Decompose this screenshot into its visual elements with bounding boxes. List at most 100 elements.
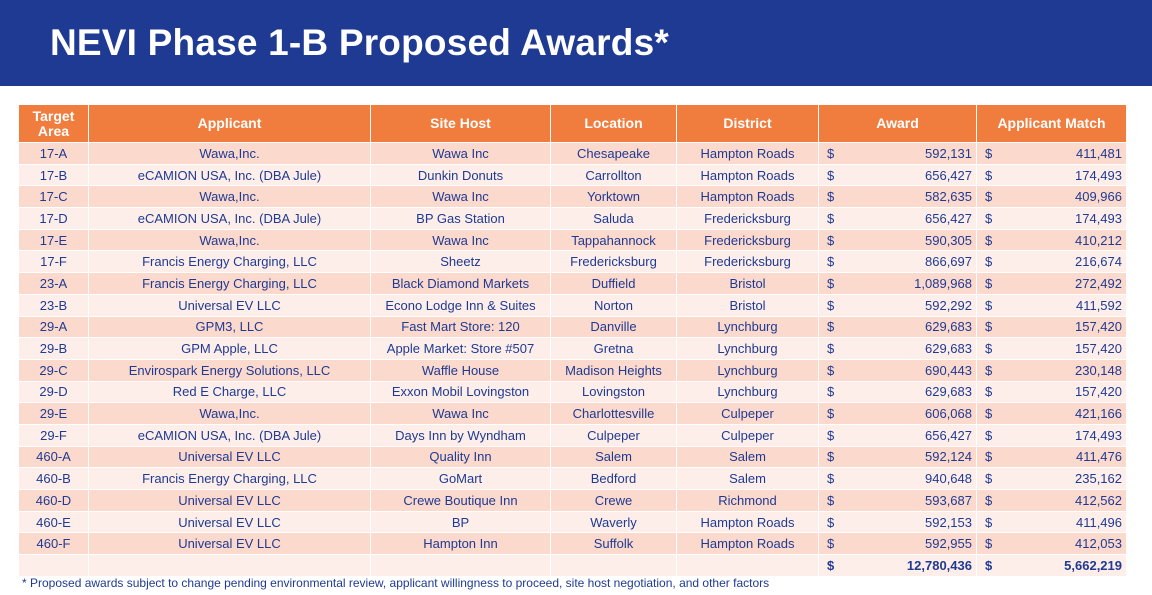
table-row: 460-D Universal EV LLC Crewe Boutique Inn C… [18, 489, 1127, 512]
cell-applicant-match: $174,493 [976, 424, 1127, 447]
amount-value: 409,966 [1075, 189, 1122, 205]
cell-award: $1,089,968 [818, 272, 977, 295]
cell-applicant: Universal EV LLC [88, 489, 371, 512]
cell-target-area: 460-D [18, 489, 89, 512]
cell-applicant-match: $272,492 [976, 272, 1127, 295]
cell-applicant: Francis Energy Charging, LLC [88, 467, 371, 490]
cell-target-area: 29-A [18, 316, 89, 339]
currency-symbol: $ [985, 232, 993, 248]
amount-value: 230,148 [1075, 362, 1122, 378]
cell-applicant: eCAMION USA, Inc. (DBA Jule) [88, 207, 371, 230]
cell-location: Suffolk [550, 532, 677, 556]
empty-cell [88, 554, 371, 577]
cell-district: Salem [676, 467, 819, 490]
cell-district: Lynchburg [676, 381, 819, 404]
cell-target-area: 17-C [18, 185, 89, 209]
table-row: 29-A GPM3, LLC Fast Mart Store: 120 Danvill… [18, 316, 1127, 339]
cell-site-host: BP Gas Station [370, 207, 551, 230]
cell-district: Hampton Roads [676, 164, 819, 187]
cell-district: Bristol [676, 294, 819, 317]
currency-symbol: $ [827, 427, 835, 443]
cell-award: $582,635 [818, 185, 977, 209]
cell-applicant: Wawa,Inc. [88, 142, 371, 165]
total-award: $12,780,436 [818, 554, 977, 577]
cell-award: $656,427 [818, 424, 977, 447]
amount-value: 592,124 [925, 449, 972, 465]
currency-symbol: $ [827, 145, 835, 161]
amount-value: 235,162 [1075, 471, 1122, 487]
awards-table-container: Target Area Applicant Site Host Location… [18, 104, 1127, 577]
cell-site-host: Wawa Inc [370, 402, 551, 425]
table-row: 17-D eCAMION USA, Inc. (DBA Jule) BP Gas S… [18, 207, 1127, 230]
empty-cell [676, 554, 819, 577]
cell-location: Charlottesville [550, 402, 677, 425]
table-row: 23-A Francis Energy Charging, LLC Black Di… [18, 272, 1127, 295]
cell-applicant: eCAMION USA, Inc. (DBA Jule) [88, 424, 371, 447]
cell-site-host: BP [370, 511, 551, 534]
cell-award: $592,131 [818, 142, 977, 165]
cell-target-area: 29-F [18, 424, 89, 447]
currency-symbol: $ [985, 362, 993, 378]
cell-award: $592,153 [818, 511, 977, 534]
empty-cell [18, 554, 89, 577]
amount-value: 940,648 [925, 471, 972, 487]
amount-value: 174,493 [1075, 167, 1122, 183]
cell-target-area: 29-D [18, 381, 89, 404]
cell-district: Salem [676, 446, 819, 469]
cell-site-host: Apple Market: Store #507 [370, 337, 551, 360]
cell-target-area: 460-A [18, 446, 89, 469]
table-row: 17-E Wawa,Inc. Wawa Inc Tappahannock Frederi… [18, 229, 1127, 252]
cell-award: $866,697 [818, 250, 977, 274]
cell-location: Danville [550, 316, 677, 339]
currency-symbol: $ [985, 427, 993, 443]
table-row: 29-F eCAMION USA, Inc. (DBA Jule) Days Inn… [18, 424, 1127, 447]
currency-symbol: $ [985, 210, 993, 226]
amount-value: 593,687 [925, 492, 972, 508]
total-applicant-match: $5,662,219 [976, 554, 1127, 577]
page-title: NEVI Phase 1-B Proposed Awards* [50, 22, 669, 63]
empty-cell [370, 554, 551, 577]
amount-value: 866,697 [925, 254, 972, 270]
cell-site-host: Days Inn by Wyndham [370, 424, 551, 447]
cell-location: Duffield [550, 272, 677, 295]
cell-award: $629,683 [818, 381, 977, 404]
cell-district: Lynchburg [676, 359, 819, 382]
cell-district: Hampton Roads [676, 185, 819, 209]
cell-target-area: 17-F [18, 250, 89, 274]
currency-symbol: $ [827, 232, 835, 248]
currency-symbol: $ [985, 297, 993, 313]
cell-location: Yorktown [550, 185, 677, 209]
cell-award: $606,068 [818, 402, 977, 425]
currency-symbol: $ [985, 275, 993, 291]
currency-symbol: $ [985, 471, 993, 487]
table-row: 29-D Red E Charge, LLC Exxon Mobil Lovings… [18, 381, 1127, 404]
cell-site-host: Dunkin Donuts [370, 164, 551, 187]
amount-value: 656,427 [925, 210, 972, 226]
cell-award: $592,955 [818, 532, 977, 556]
cell-site-host: Crewe Boutique Inn [370, 489, 551, 512]
amount-value: 421,166 [1075, 406, 1122, 422]
amount-value: 411,481 [1075, 145, 1122, 161]
currency-symbol: $ [985, 167, 993, 183]
amount-value: 582,635 [925, 189, 972, 205]
amount-value: 411,476 [1075, 449, 1122, 465]
amount-value: 629,683 [925, 384, 972, 400]
amount-value: 592,292 [925, 297, 972, 313]
amount-value: 272,492 [1075, 275, 1122, 291]
cell-location: Norton [550, 294, 677, 317]
cell-applicant-match: $157,420 [976, 337, 1127, 360]
amount-value: 12,780,436 [906, 557, 972, 573]
amount-value: 157,420 [1075, 319, 1122, 335]
cell-applicant-match: $411,592 [976, 294, 1127, 317]
cell-award: $656,427 [818, 207, 977, 230]
cell-location: Tappahannock [550, 229, 677, 252]
amount-value: 656,427 [925, 427, 972, 443]
cell-site-host: Wawa Inc [370, 185, 551, 209]
table-row: 29-C Envirospark Energy Solutions, LLC Waf… [18, 359, 1127, 382]
cell-location: Crewe [550, 489, 677, 512]
cell-district: Fredericksburg [676, 207, 819, 230]
currency-symbol: $ [827, 297, 835, 313]
currency-symbol: $ [827, 492, 835, 508]
table-row: 17-A Wawa,Inc. Wawa Inc Chesapeake Hampton R… [18, 142, 1127, 165]
cell-location: Waverly [550, 511, 677, 534]
